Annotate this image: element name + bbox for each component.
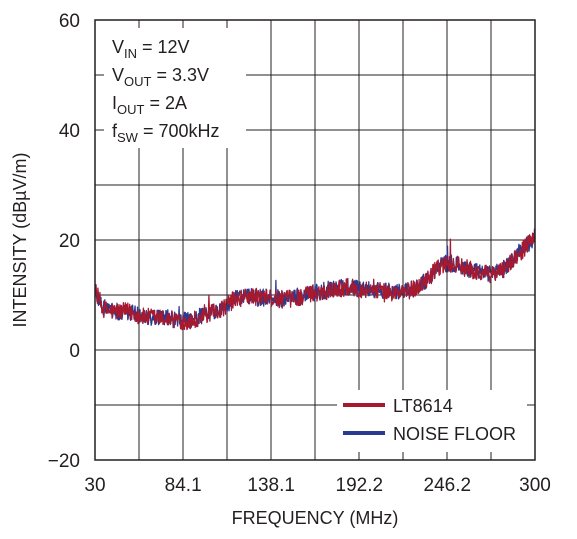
y-axis-title: INTENSITY (dBµV/m) xyxy=(10,152,30,327)
y-tick-label: 20 xyxy=(59,231,80,252)
x-tick-label: 192.2 xyxy=(336,475,384,496)
x-tick-label: 30 xyxy=(84,475,105,496)
x-tick-label: 246.2 xyxy=(424,475,472,496)
annotation-line: fSW = 700kHz xyxy=(112,121,220,145)
plot-frame xyxy=(94,19,536,461)
y-tick-label: 60 xyxy=(59,11,80,32)
legend: LT8614 NOISE FLOOR xyxy=(337,390,527,452)
legend-label: LT8614 xyxy=(393,396,453,416)
y-tick-label: 40 xyxy=(59,121,80,142)
x-axis-title: FREQUENCY (MHz) xyxy=(232,508,399,528)
annotation-line: VOUT = 3.3V xyxy=(112,65,209,89)
series-line-lt8614 xyxy=(94,232,536,331)
annotation-line: IOUT = 2A xyxy=(112,93,187,117)
annotation-line: VIN = 12V xyxy=(112,37,190,61)
y-tick-label: −20 xyxy=(48,451,80,472)
y-tick-label: 0 xyxy=(69,341,80,362)
x-tick-label: 300 xyxy=(519,475,551,496)
annotation-background xyxy=(104,28,246,148)
x-tick-label: 138.1 xyxy=(247,475,295,496)
y-axis-ticks: 60 40 20 0 −20 xyxy=(48,11,80,472)
x-axis-ticks: 30 84.1 138.1 192.2 246.2 300 xyxy=(84,475,550,496)
legend-background xyxy=(337,390,527,452)
x-tick-label: 84.1 xyxy=(165,475,202,496)
series-group xyxy=(94,228,536,331)
conditions-annotation: VIN = 12V VOUT = 3.3V IOUT = 2A fSW = 700kH… xyxy=(104,28,246,148)
legend-label: NOISE FLOOR xyxy=(393,424,516,444)
